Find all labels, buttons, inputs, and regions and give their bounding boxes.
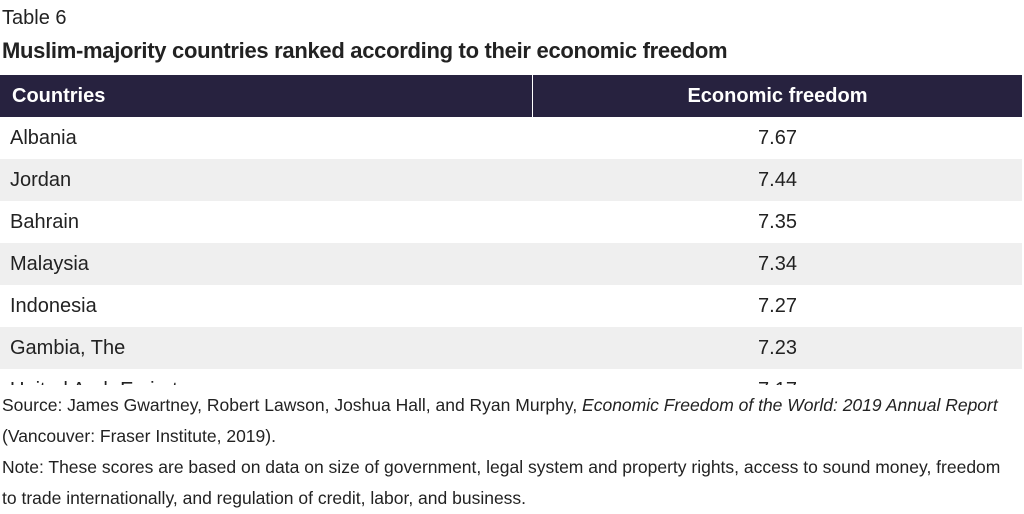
score-cell: 7.23	[758, 336, 797, 359]
country-cell: Gambia, The	[10, 336, 126, 359]
column-header: Countries	[0, 75, 533, 117]
country-cell: Bahrain	[10, 210, 79, 233]
country-cell: Albania	[10, 126, 77, 149]
table-row: Jordan 7.44	[0, 159, 1022, 201]
table-row: Indonesia 7.27	[0, 285, 1022, 327]
header-row: Countries Economic freedom	[0, 75, 1022, 117]
table-row: United Arab Emirates7.17	[0, 369, 1022, 386]
table-row: Bahrain 7.35	[0, 201, 1022, 243]
table-label: Table 6	[2, 7, 67, 29]
score-cell: 7.67	[758, 126, 797, 149]
score-cell: 7.34	[758, 252, 797, 275]
source-text: Source: James Gwartney, Robert Lawson, J…	[2, 395, 583, 415]
note: Note: These scores are based on data on …	[2, 457, 1001, 508]
country-cell: Jordan	[10, 168, 72, 191]
table: Countries Economic freedom Albania 7.67 Jo…	[0, 75, 1022, 385]
table-row: Albania 7.67	[0, 117, 1022, 159]
country-cell: Malaysia	[10, 252, 89, 275]
source: Source: James Gwartney, Robert Lawson, J…	[2, 390, 1017, 452]
table-row: Gambia, The 7.23	[0, 327, 1022, 369]
score-cell: 7.44	[758, 168, 797, 191]
column-header: Economic freedom	[687, 84, 868, 107]
source-title: Economic Freedom of the World: 2019 Annu…	[582, 395, 998, 415]
score-cell: 7.27	[758, 294, 797, 317]
country-cell: Indonesia	[10, 294, 97, 317]
score-cell: 7.35	[758, 210, 797, 233]
score-cell: 7.17	[533, 379, 1022, 386]
source-text: (Vancouver: Fraser Institute, 2019).	[2, 426, 276, 446]
country-cell: United Arab Emirates	[0, 369, 533, 386]
table-title: Muslim-majority countries ranked accordi…	[2, 38, 728, 63]
table-row: Malaysia 7.34	[0, 243, 1022, 285]
